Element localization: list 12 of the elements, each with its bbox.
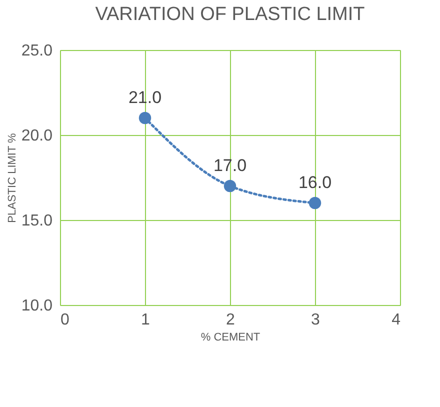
x-tick-label: 0	[60, 312, 70, 328]
x-tick-label: 3	[311, 312, 320, 328]
y-tick-label: 20.0	[21, 128, 53, 144]
y-axis-title: PLASTIC LIMIT %	[6, 132, 18, 223]
x-axis-title: % CEMENT	[200, 332, 260, 344]
y-tick-label: 15.0	[21, 212, 53, 230]
y-tick-label: 10.0	[21, 298, 53, 314]
x-tick-label: 4	[392, 312, 401, 328]
x-tick-label: 2	[226, 312, 236, 328]
chart-title: VARIATION OF PLASTIC LIMIT	[95, 4, 366, 25]
y-tick-label: 25.0	[21, 42, 53, 60]
x-tick-label: 1	[141, 312, 150, 328]
